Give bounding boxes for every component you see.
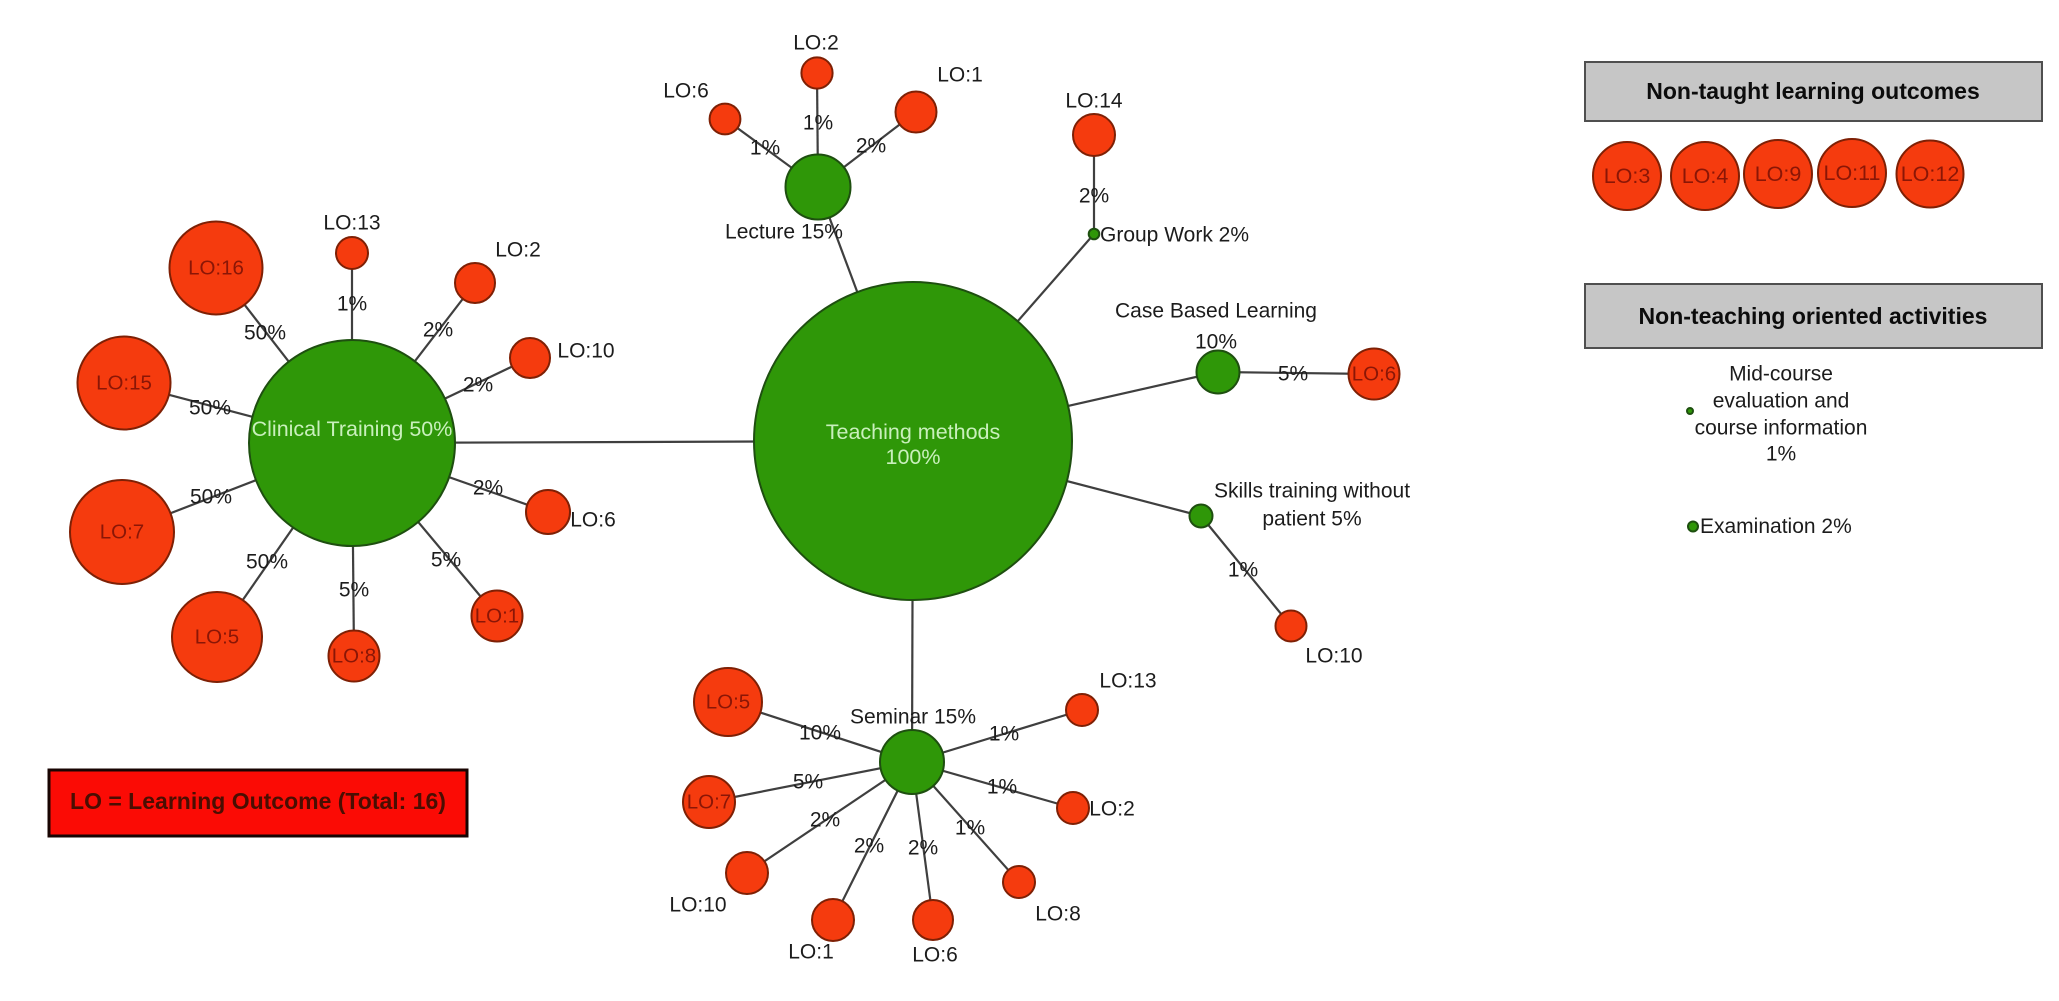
svg-text:patient 5%: patient 5%	[1262, 508, 1361, 531]
svg-text:LO:11: LO:11	[1824, 161, 1881, 185]
svg-text:LO:4: LO:4	[1682, 164, 1729, 188]
svg-text:Lecture 15%: Lecture 15%	[725, 221, 843, 244]
svg-text:LO:6: LO:6	[663, 80, 709, 103]
svg-text:50%: 50%	[246, 551, 288, 574]
svg-text:Group Work 2%: Group Work 2%	[1100, 224, 1249, 247]
svg-text:Mid-course: Mid-course	[1729, 363, 1833, 386]
svg-text:5%: 5%	[431, 549, 461, 572]
svg-text:LO:12: LO:12	[1901, 162, 1960, 186]
svg-text:LO:2: LO:2	[793, 32, 839, 55]
svg-text:Skills training without: Skills training without	[1214, 480, 1410, 503]
svg-text:1%: 1%	[1228, 559, 1258, 582]
svg-text:100%: 100%	[886, 445, 941, 469]
svg-text:LO:9: LO:9	[1755, 162, 1802, 186]
svg-text:LO:1: LO:1	[937, 64, 983, 87]
svg-text:2%: 2%	[1079, 185, 1109, 208]
svg-text:LO:6: LO:6	[912, 944, 958, 967]
svg-text:50%: 50%	[189, 397, 231, 420]
svg-text:LO:15: LO:15	[96, 372, 152, 395]
svg-text:2%: 2%	[856, 135, 886, 158]
svg-text:Case Based Learning: Case Based Learning	[1115, 300, 1317, 323]
svg-text:LO:6: LO:6	[1352, 363, 1396, 386]
svg-text:Clinical Training 50%: Clinical Training 50%	[252, 417, 453, 441]
svg-text:10%: 10%	[1195, 331, 1237, 354]
svg-text:LO:2: LO:2	[495, 239, 541, 262]
svg-text:2%: 2%	[908, 837, 938, 860]
svg-text:LO:16: LO:16	[188, 257, 244, 280]
svg-text:Seminar 15%: Seminar 15%	[850, 706, 976, 729]
svg-text:5%: 5%	[793, 771, 823, 794]
svg-text:50%: 50%	[244, 322, 286, 345]
svg-text:1%: 1%	[987, 776, 1017, 799]
svg-text:LO:8: LO:8	[332, 645, 376, 668]
svg-text:Teaching methods: Teaching methods	[826, 420, 1001, 444]
svg-text:LO:2: LO:2	[1089, 798, 1135, 821]
svg-text:2%: 2%	[423, 319, 453, 342]
svg-text:5%: 5%	[339, 579, 369, 602]
svg-text:1%: 1%	[1766, 443, 1796, 466]
svg-text:LO:10: LO:10	[1305, 645, 1362, 668]
svg-text:LO:5: LO:5	[195, 626, 239, 649]
svg-text:1%: 1%	[750, 137, 780, 160]
svg-text:LO:13: LO:13	[323, 212, 380, 235]
svg-text:LO:3: LO:3	[1604, 164, 1651, 188]
svg-text:Non-teaching oriented activiti: Non-teaching oriented activities	[1639, 303, 1988, 329]
svg-text:LO = Learning Outcome (Total:: LO = Learning Outcome (Total: 16)	[70, 788, 446, 814]
svg-text:2%: 2%	[810, 809, 840, 832]
svg-text:1%: 1%	[989, 723, 1019, 746]
svg-text:LO:1: LO:1	[788, 941, 834, 964]
svg-text:1%: 1%	[955, 817, 985, 840]
svg-text:LO:10: LO:10	[557, 340, 614, 363]
svg-text:course information: course information	[1695, 417, 1868, 440]
svg-text:10%: 10%	[799, 722, 841, 745]
svg-text:evaluation and: evaluation and	[1713, 390, 1850, 413]
svg-text:1%: 1%	[337, 293, 367, 316]
svg-text:5%: 5%	[1278, 363, 1308, 386]
svg-text:LO:6: LO:6	[570, 509, 616, 532]
svg-text:LO:14: LO:14	[1065, 90, 1123, 113]
svg-text:LO:8: LO:8	[1035, 903, 1081, 926]
svg-text:Examination 2%: Examination 2%	[1700, 515, 1852, 538]
svg-text:LO:5: LO:5	[706, 691, 750, 714]
svg-text:2%: 2%	[473, 477, 503, 500]
svg-text:50%: 50%	[190, 486, 232, 509]
svg-text:Non-taught learning outcomes: Non-taught learning outcomes	[1646, 78, 1980, 104]
svg-text:LO:1: LO:1	[475, 605, 519, 628]
svg-text:2%: 2%	[854, 835, 884, 858]
svg-text:LO:13: LO:13	[1099, 670, 1156, 693]
svg-text:2%: 2%	[463, 374, 493, 397]
svg-text:1%: 1%	[803, 112, 833, 135]
svg-text:LO:10: LO:10	[669, 894, 726, 917]
svg-text:LO:7: LO:7	[687, 791, 731, 814]
svg-text:LO:7: LO:7	[100, 521, 144, 544]
